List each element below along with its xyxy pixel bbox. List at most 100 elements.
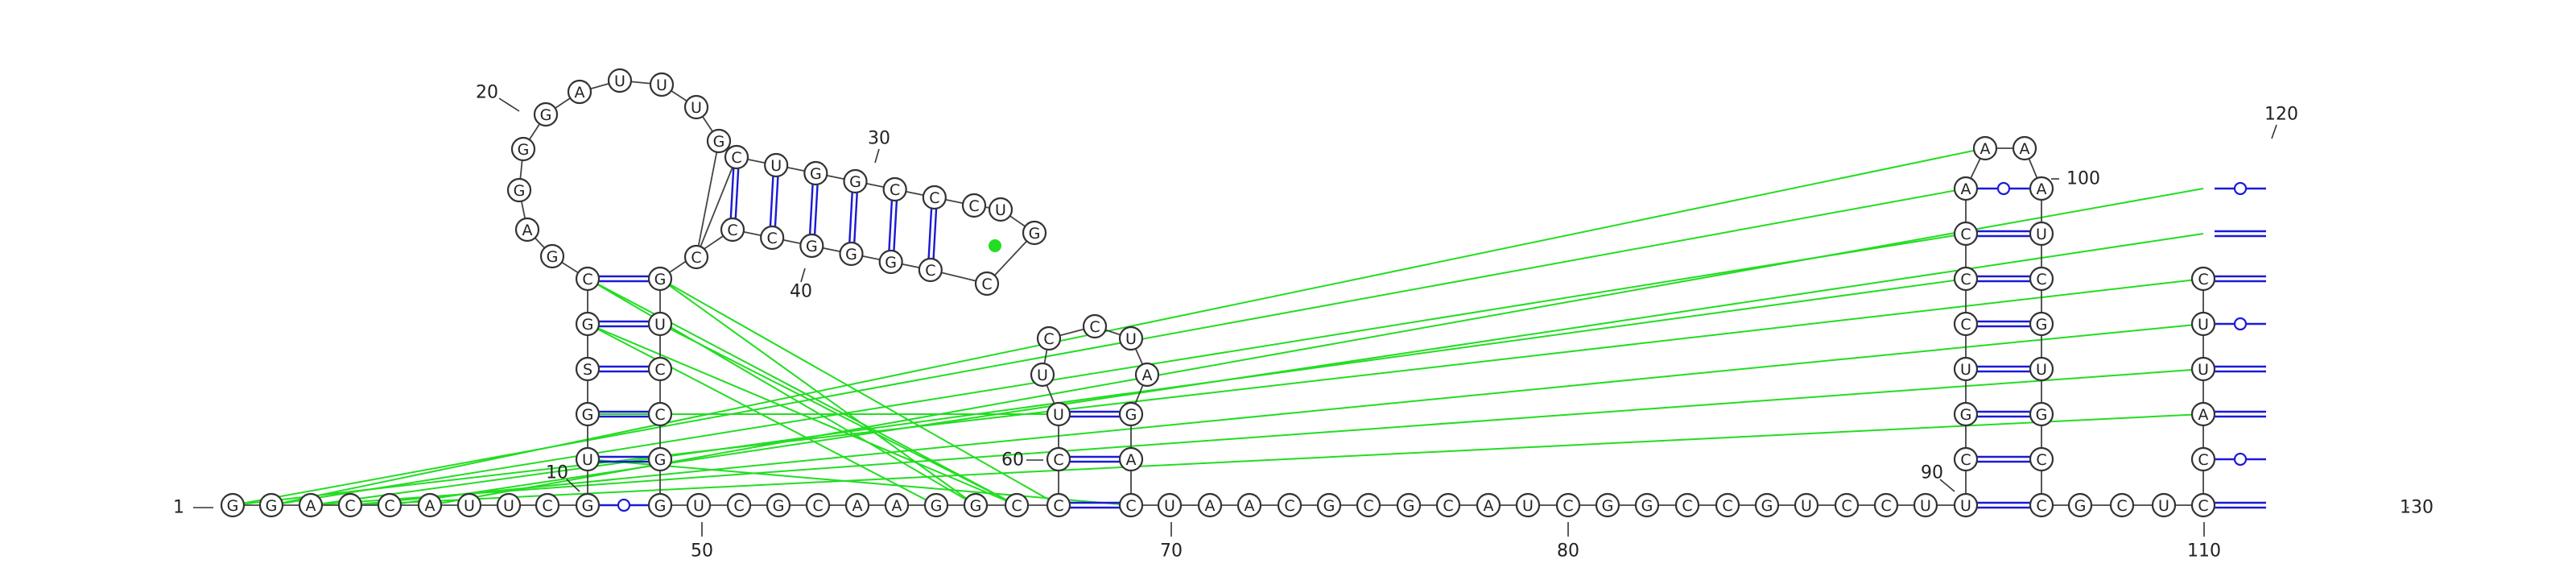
nucleotide: G	[799, 233, 824, 259]
loop-pk-marker	[989, 239, 1001, 252]
nucleotide: U	[1953, 356, 1979, 382]
wobble-marker	[2233, 452, 2248, 467]
nucleotide: G	[2067, 492, 2093, 518]
nucleotide-letter: C	[1960, 451, 1971, 469]
nucleotide: G	[2029, 311, 2054, 337]
nucleotide-letter: G	[2036, 316, 2048, 334]
base-pair	[1977, 320, 2030, 328]
nucleotide-letter: C	[1011, 497, 1022, 515]
nucleotide-letter: G	[1641, 497, 1653, 515]
nucleotide: C	[377, 492, 402, 518]
position-label-20: 20	[476, 83, 498, 103]
nucleotide-letter: C	[691, 249, 701, 267]
nucleotide-letter: U	[2036, 361, 2047, 379]
nucleotide-circle	[510, 136, 536, 162]
nucleotide-circle	[2190, 401, 2216, 427]
position-labels: 1 10 20 30 40 50 60 70 80 90 100 110 120…	[173, 83, 2434, 562]
nucleotide: C	[1356, 492, 1381, 518]
base-pair	[2215, 365, 2266, 373]
nucleotide-circle	[607, 68, 633, 93]
nucleotide-letter: G	[266, 497, 278, 515]
nucleotide: A	[884, 492, 910, 518]
label-tick	[874, 148, 880, 164]
nucleotide-circle	[2029, 446, 2054, 472]
nucleotide: G	[258, 492, 284, 518]
label-tick	[566, 479, 580, 492]
nucleotide-letter: C	[812, 497, 823, 515]
label-tick	[1939, 479, 1955, 492]
nucleotide-circle	[2029, 221, 2054, 247]
nucleotide: C	[1873, 492, 1899, 518]
nucleotide-circle	[988, 197, 1013, 222]
nucleotide-letter: C	[1043, 330, 1054, 348]
nucleotide-letter: C	[981, 276, 992, 293]
nucleotide-letter: C	[1682, 497, 1692, 515]
nucleotide-circle	[1197, 492, 1223, 518]
nucleotide-circle	[258, 492, 284, 518]
nucleotide-circle	[686, 492, 712, 518]
nucleotide: U	[575, 446, 601, 472]
nucleotide-letter: G	[849, 173, 861, 191]
base-pair	[2215, 181, 2266, 196]
nucleotide-letter: G	[1029, 225, 1041, 243]
base-pair	[2215, 452, 2266, 467]
nucleotide-circle	[963, 492, 989, 518]
base-pair	[1977, 365, 2030, 373]
pseudoknot-link	[587, 458, 1132, 506]
wobble-marker	[1996, 181, 2011, 196]
nucleotide-letter: U	[1960, 361, 1971, 379]
nucleotide: U	[988, 197, 1013, 222]
nucleotide-letter: U	[464, 497, 475, 515]
nucleotide-circle	[1595, 492, 1620, 518]
nucleotide: C	[1715, 492, 1740, 518]
base-pair	[599, 365, 649, 373]
nucleotide-letter: G	[540, 106, 552, 124]
base-pair	[848, 192, 858, 243]
nucleotide-circle	[2190, 311, 2216, 337]
nucleotide-circle	[843, 168, 868, 194]
pair-bond	[734, 168, 740, 219]
nucleotide-letter: U	[1164, 497, 1175, 515]
nucleotide-circle	[1972, 135, 1998, 161]
nucleotide: A	[844, 492, 870, 518]
nucleotide-circle	[2109, 492, 2135, 518]
nucleotide-circle	[539, 243, 565, 269]
nucleotide-circle	[647, 446, 673, 472]
base-pair	[2215, 317, 2266, 331]
nucleotide-letter: G	[931, 497, 943, 515]
nucleotide-circle	[1277, 492, 1302, 518]
nucleotide: C	[724, 144, 749, 170]
nucleotide-circle	[2067, 492, 2093, 518]
nucleotide: G	[803, 160, 828, 186]
nucleotide-letter: A	[2198, 406, 2209, 424]
base-pair	[599, 410, 649, 418]
nucleotide: G	[1754, 492, 1780, 518]
nucleotide-letter: C	[582, 271, 592, 288]
nucleotide: U	[1515, 492, 1541, 518]
nucleotide-circle	[803, 160, 828, 186]
nucleotide-letter: C	[890, 181, 900, 199]
nucleotide-letter: C	[2036, 497, 2046, 515]
nucleotide-letter: A	[1245, 497, 1255, 515]
nucleotide: C	[1046, 492, 1071, 518]
nucleotide-circle	[2190, 266, 2216, 292]
base-pair	[1977, 410, 2030, 418]
nucleotide-letter: G	[2036, 406, 2048, 424]
pseudoknot-link	[270, 233, 1967, 506]
nucleotide-letter: C	[1841, 497, 1852, 515]
nucleotide: A	[1134, 362, 1160, 388]
nucleotide-letter: A	[1205, 497, 1216, 515]
nucleotide: C	[337, 492, 363, 518]
pseudoknot-link	[349, 413, 2204, 506]
nucleotide-letter: G	[2074, 497, 2087, 515]
nucleotide-circle	[2190, 356, 2216, 382]
nucleotide-letter: G	[885, 254, 897, 272]
nucleotide-circle	[1715, 492, 1740, 518]
base-pair	[888, 200, 898, 251]
nucleotide-circle	[1476, 492, 1501, 518]
nucleotide: A	[2190, 401, 2216, 427]
nucleotide: U	[607, 68, 633, 93]
nucleotide: G	[533, 102, 559, 127]
nucleotide: G	[510, 136, 536, 162]
